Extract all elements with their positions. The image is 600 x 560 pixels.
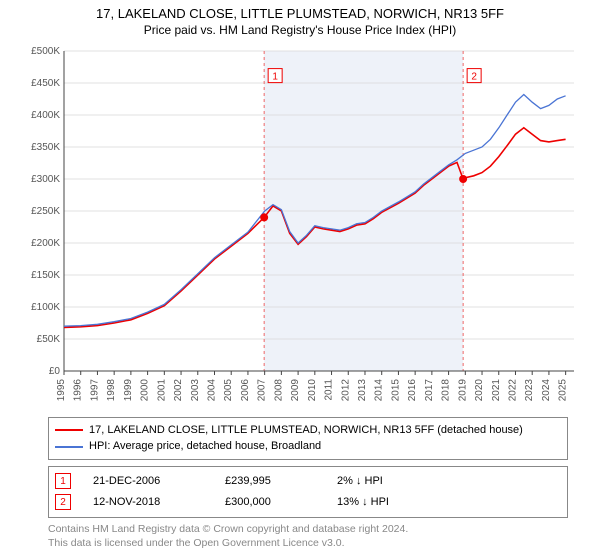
svg-text:1996: 1996 [73, 378, 84, 401]
svg-text:1995: 1995 [56, 378, 67, 401]
svg-text:2002: 2002 [173, 378, 184, 401]
svg-text:2011: 2011 [324, 378, 335, 400]
svg-text:2022: 2022 [507, 378, 518, 401]
legend-swatch-icon [55, 446, 83, 448]
legend-label: HPI: Average price, detached house, Broa… [89, 438, 321, 455]
svg-text:2025: 2025 [558, 378, 569, 401]
svg-text:2007: 2007 [257, 378, 268, 401]
svg-text:£100K: £100K [31, 302, 60, 313]
svg-text:2005: 2005 [223, 378, 234, 401]
svg-text:£50K: £50K [37, 334, 61, 345]
svg-text:2010: 2010 [307, 378, 318, 401]
svg-text:2016: 2016 [407, 378, 418, 401]
svg-text:£0: £0 [49, 366, 61, 377]
chart-container: 17, LAKELAND CLOSE, LITTLE PLUMSTEAD, NO… [0, 0, 600, 560]
footer-line: Contains HM Land Registry data © Crown c… [48, 522, 568, 536]
svg-text:2009: 2009 [290, 378, 301, 401]
svg-text:2003: 2003 [190, 378, 201, 401]
legend-row: 17, LAKELAND CLOSE, LITTLE PLUMSTEAD, NO… [55, 422, 561, 439]
svg-text:£500K: £500K [31, 46, 60, 57]
svg-text:2000: 2000 [140, 378, 151, 401]
svg-text:£250K: £250K [31, 206, 60, 217]
svg-text:1997: 1997 [89, 378, 100, 401]
svg-text:£400K: £400K [31, 110, 60, 121]
svg-text:2008: 2008 [273, 378, 284, 401]
event-marker-icon: 1 [55, 473, 71, 489]
svg-text:2004: 2004 [206, 378, 217, 401]
svg-text:2012: 2012 [340, 378, 351, 401]
svg-text:2015: 2015 [390, 378, 401, 401]
event-hpi-delta: 2% ↓ HPI [337, 471, 383, 492]
svg-text:2020: 2020 [474, 378, 485, 401]
event-date: 21-DEC-2006 [93, 471, 203, 492]
chart-subtitle: Price paid vs. HM Land Registry's House … [8, 23, 592, 37]
legend-label: 17, LAKELAND CLOSE, LITTLE PLUMSTEAD, NO… [89, 422, 523, 439]
svg-text:£350K: £350K [31, 142, 60, 153]
legend-box: 17, LAKELAND CLOSE, LITTLE PLUMSTEAD, NO… [48, 417, 568, 460]
svg-text:£450K: £450K [31, 78, 60, 89]
svg-text:1: 1 [272, 71, 278, 82]
svg-text:2019: 2019 [457, 378, 468, 401]
legend-row: HPI: Average price, detached house, Broa… [55, 438, 561, 455]
svg-text:1999: 1999 [123, 378, 134, 401]
svg-text:2014: 2014 [374, 378, 385, 401]
footer-attribution: Contains HM Land Registry data © Crown c… [48, 522, 568, 550]
event-marker-icon: 2 [55, 494, 71, 510]
svg-text:2: 2 [471, 71, 477, 82]
event-price: £239,995 [225, 471, 315, 492]
events-box: 1 21-DEC-2006 £239,995 2% ↓ HPI 2 12-NOV… [48, 466, 568, 518]
svg-text:£200K: £200K [31, 238, 60, 249]
legend-swatch-icon [55, 429, 83, 431]
svg-text:2017: 2017 [424, 378, 435, 401]
svg-text:£150K: £150K [31, 270, 60, 281]
event-date: 12-NOV-2018 [93, 492, 203, 513]
chart-plot-area: £0 £50K £100K £150K £200K £250K £300K £350K £400… [20, 41, 580, 411]
svg-text:£300K: £300K [31, 174, 60, 185]
svg-text:2024: 2024 [541, 378, 552, 401]
event-price: £300,000 [225, 492, 315, 513]
svg-text:2018: 2018 [441, 378, 452, 401]
svg-text:2013: 2013 [357, 378, 368, 401]
svg-text:1998: 1998 [106, 378, 117, 401]
event-row: 1 21-DEC-2006 £239,995 2% ↓ HPI [55, 471, 561, 492]
event-row: 2 12-NOV-2018 £300,000 13% ↓ HPI [55, 492, 561, 513]
svg-text:2023: 2023 [524, 378, 535, 401]
chart-title: 17, LAKELAND CLOSE, LITTLE PLUMSTEAD, NO… [8, 6, 592, 23]
line-chart-svg: £0 £50K £100K £150K £200K £250K £300K £350K £400… [20, 41, 580, 411]
event-hpi-delta: 13% ↓ HPI [337, 492, 389, 513]
svg-text:2001: 2001 [156, 378, 167, 401]
svg-text:2021: 2021 [491, 378, 502, 401]
footer-line: This data is licensed under the Open Gov… [48, 536, 568, 550]
svg-text:2006: 2006 [240, 378, 251, 401]
